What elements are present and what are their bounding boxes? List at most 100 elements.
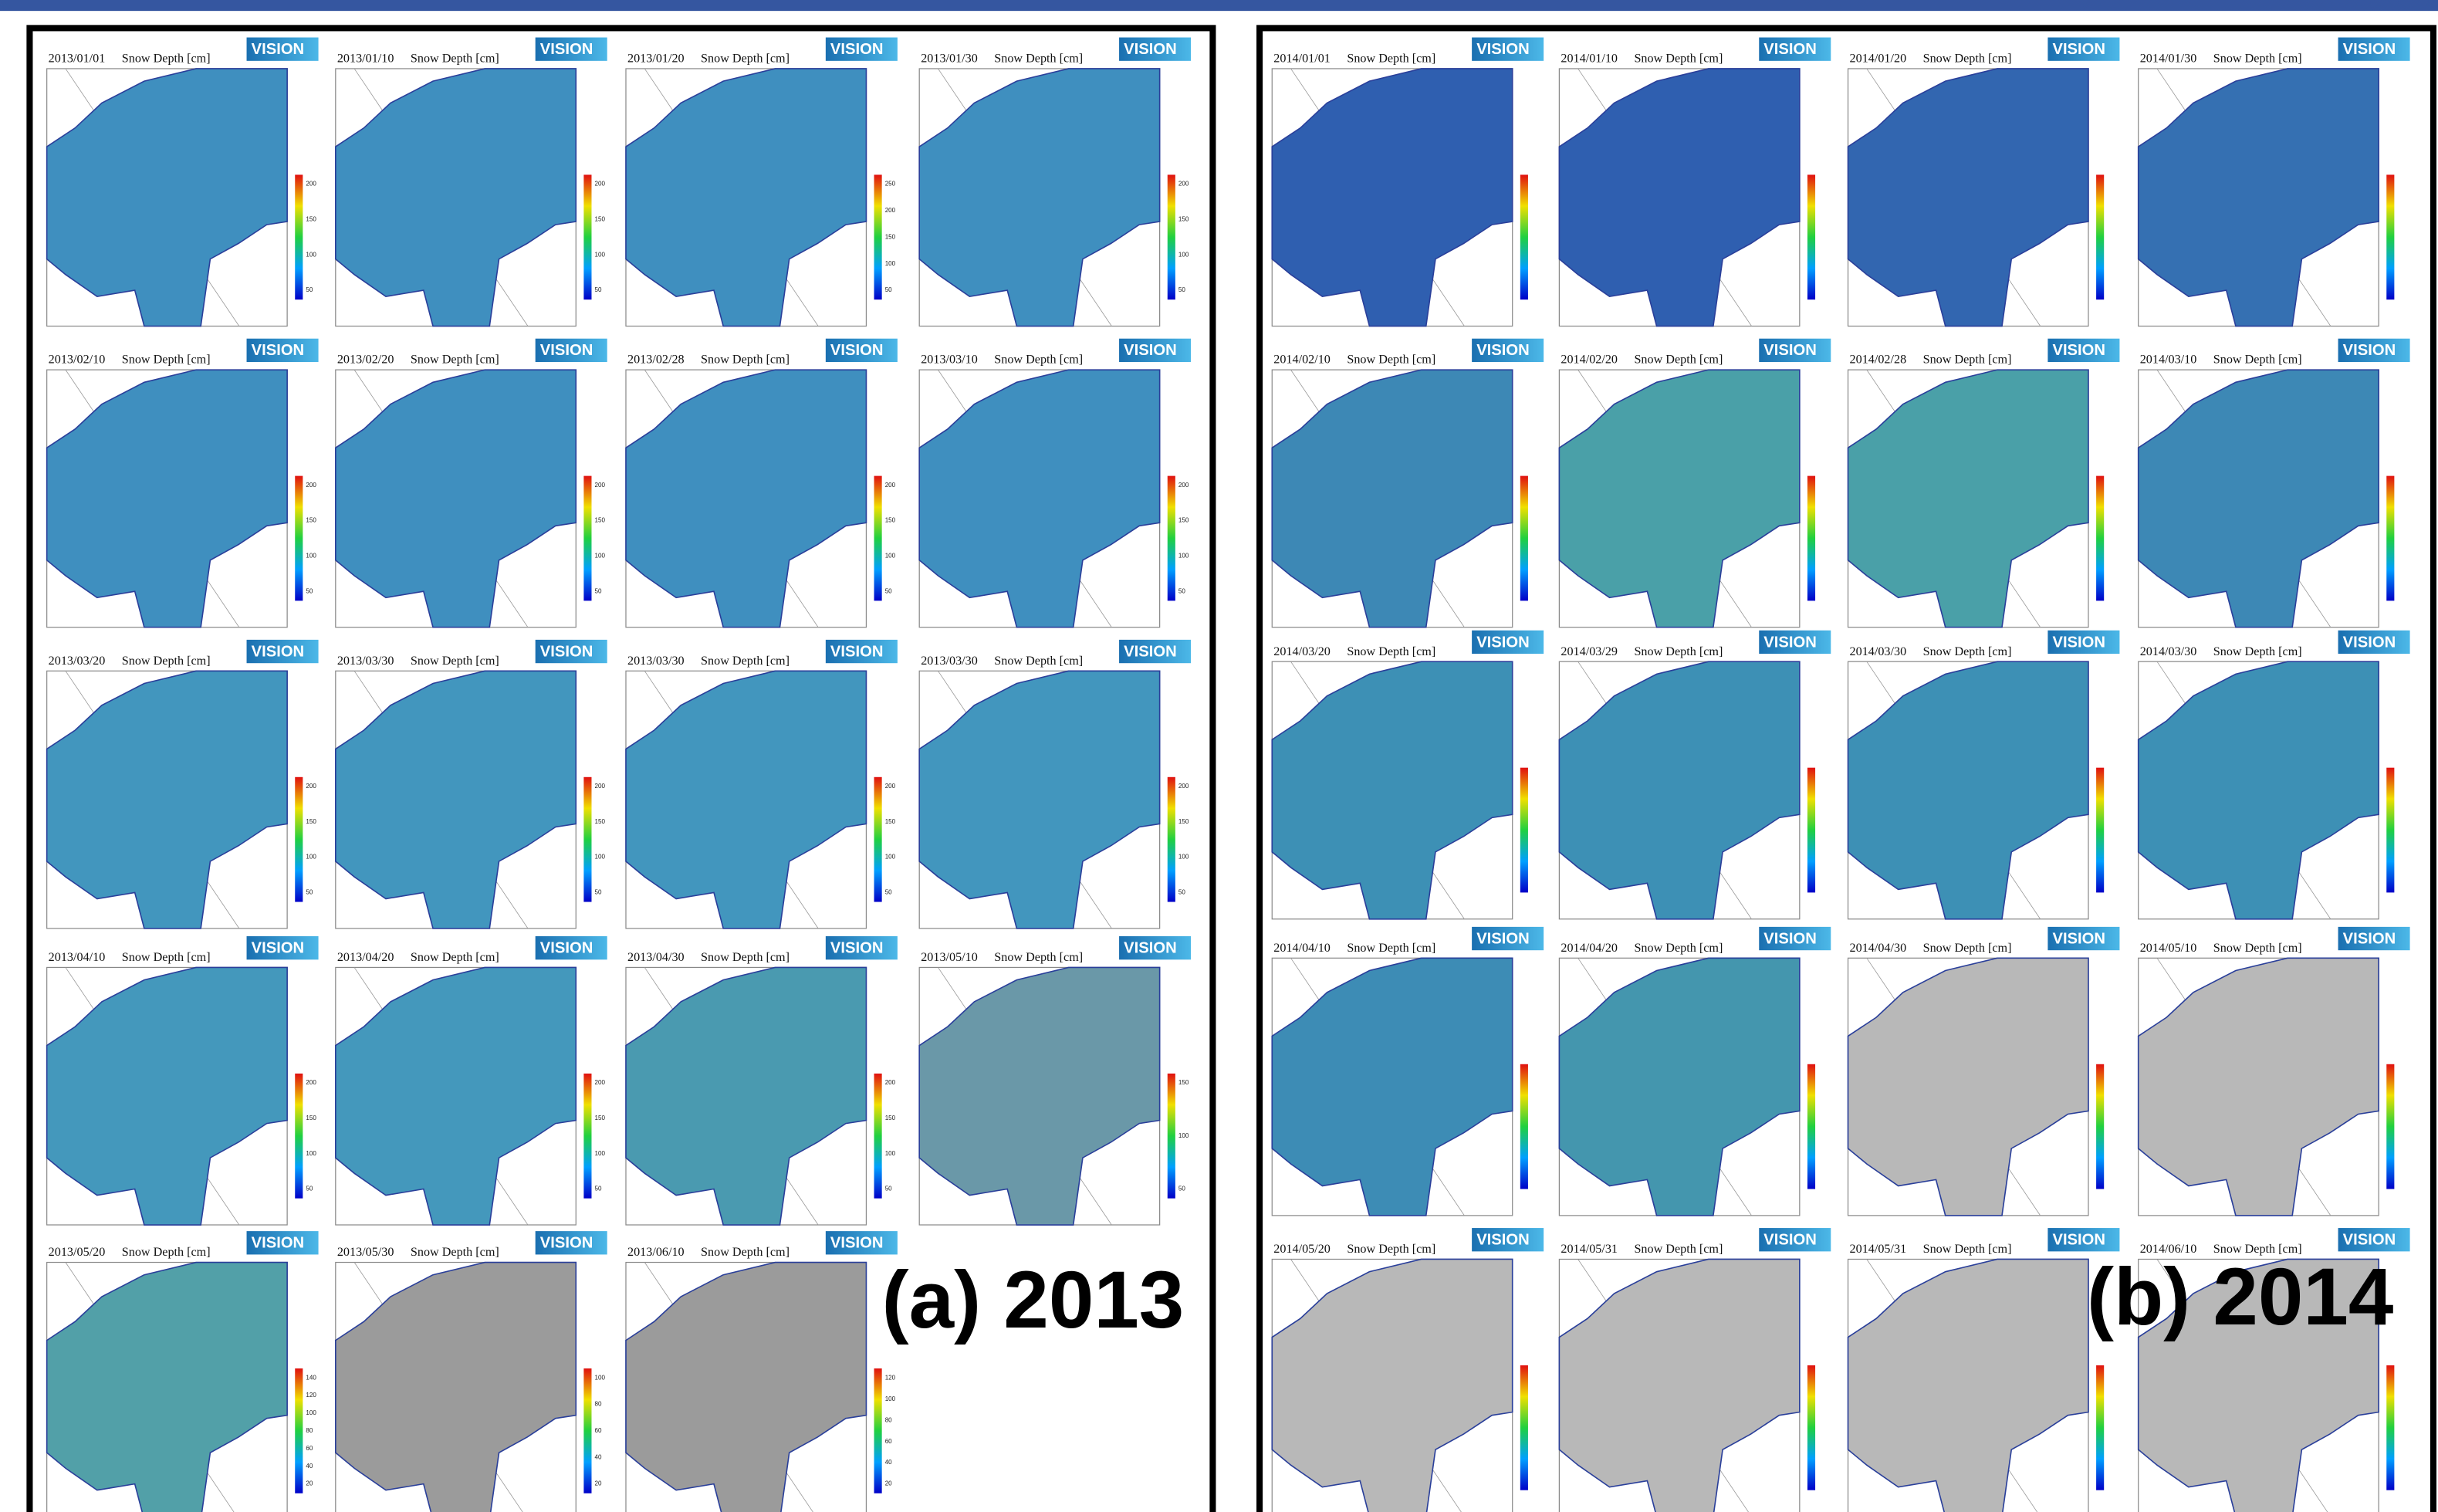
colorbar-tick: 50 [595,587,602,594]
panel-title: Snow Depth [cm] [994,655,1083,668]
logo: VISION [2343,930,2396,947]
panel-title: Snow Depth [cm] [122,951,211,964]
logo: VISION [252,41,305,58]
map-panel: 2014/01/10Snow Depth [cm]VISION [1559,38,1831,326]
panel-date: 2014/05/10 [2140,942,2197,955]
colorbar-tick: 100 [306,251,316,258]
panel-date: 2014/03/10 [2140,353,2197,367]
panel-date: 2013/01/20 [627,52,685,66]
panel-date: 2014/04/30 [1850,942,1907,955]
colorbar [2386,1064,2394,1189]
colorbar-tick: 100 [306,1409,316,1416]
panel-date: 2014/05/31 [1561,1243,1618,1256]
logo: VISION [540,1235,593,1252]
panel-title: Snow Depth [cm] [2213,353,2302,367]
panel-date: 2013/01/30 [921,52,978,66]
panel-title: Snow Depth [cm] [1923,942,2012,955]
colorbar-tick: 60 [595,1427,602,1434]
colorbar [874,174,882,299]
panel-date: 2014/01/30 [2140,52,2197,66]
colorbar-tick: 200 [1178,783,1189,790]
panel-title: Snow Depth [cm] [994,951,1083,964]
colorbar [295,1368,303,1493]
panel-title: Snow Depth [cm] [122,1246,211,1259]
colorbar-tick: 50 [1178,1186,1185,1192]
logo: VISION [2343,342,2396,359]
logo: VISION [540,643,593,660]
colorbar-tick: 150 [595,517,606,524]
logo: VISION [1476,41,1530,58]
panel-title: Snow Depth [cm] [1634,942,1723,955]
logo: VISION [1476,930,1530,947]
logo: VISION [2052,41,2105,58]
logo: VISION [1763,930,1817,947]
colorbar-tick: 20 [885,1480,892,1487]
map-panel: 2014/04/20Snow Depth [cm]VISION [1559,927,1831,1216]
logo: VISION [252,342,305,359]
colorbar-tick: 100 [595,1150,606,1157]
logo: VISION [830,643,884,660]
colorbar [295,777,303,902]
colorbar-tick: 40 [595,1453,602,1460]
colorbar-tick: 200 [885,207,896,214]
colorbar [1168,777,1175,902]
colorbar-tick: 50 [885,286,892,293]
logo: VISION [252,940,305,957]
colorbar-tick: 200 [885,783,896,790]
logo: VISION [1124,940,1177,957]
colorbar [583,174,591,299]
panel-title: Snow Depth [cm] [994,52,1083,66]
colorbar [2096,1064,2104,1189]
logo: VISION [1763,1232,1817,1249]
colorbar [1807,1365,1815,1490]
panel-date: 2013/02/28 [627,353,685,367]
colorbar-tick: 100 [306,854,316,861]
map-panel: 2014/04/30Snow Depth [cm]VISION [1848,927,2120,1216]
panel-title: Snow Depth [cm] [122,52,211,66]
colorbar-tick: 200 [885,1079,896,1086]
panel-date: 2014/03/30 [2140,645,2197,658]
panel-date: 2013/06/10 [627,1246,685,1259]
colorbar-tick: 150 [595,818,606,825]
colorbar-tick: 50 [306,587,313,594]
colorbar-tick: 150 [885,517,896,524]
panel-title: Snow Depth [cm] [1923,645,2012,658]
panel-title: Snow Depth [cm] [1347,52,1435,66]
map-panel: 2013/03/10Snow Depth [cm]VISION200150100… [919,339,1191,627]
panel-title: Snow Depth [cm] [1634,1243,1723,1256]
top-bar [0,0,2438,11]
map-panel: 2014/01/20Snow Depth [cm]VISION [1848,38,2120,326]
colorbar [295,1074,303,1199]
colorbar-tick: 150 [306,1115,316,1121]
colorbar [874,777,882,902]
panel-title: Snow Depth [cm] [1923,353,2012,367]
colorbar-tick: 20 [595,1480,602,1487]
panel-date: 2014/05/31 [1850,1243,1907,1256]
map-panel: 2014/01/30Snow Depth [cm]VISION [2139,38,2410,326]
map-panel: 2014/05/20Snow Depth [cm]VISION [1272,1228,1544,1512]
colorbar [2386,1365,2394,1490]
colorbar-tick: 150 [885,818,896,825]
colorbar [1807,476,1815,601]
logo: VISION [1763,41,1817,58]
colorbar [1807,768,1815,893]
colorbar-tick: 40 [306,1463,313,1470]
logo: VISION [540,342,593,359]
colorbar [583,1368,591,1493]
panel-date: 2013/01/10 [337,52,394,66]
panel-date: 2013/03/10 [921,353,978,367]
panel-date: 2014/02/28 [1850,353,1907,367]
colorbar-tick: 200 [1178,482,1189,489]
colorbar-tick: 50 [885,1186,892,1192]
logo: VISION [2343,1232,2396,1249]
panel-date: 2013/05/30 [337,1246,394,1259]
panel-title: Snow Depth [cm] [701,52,790,66]
panel-date: 2014/03/29 [1561,645,1618,658]
colorbar-tick: 50 [595,286,602,293]
panel-title: Snow Depth [cm] [1634,353,1723,367]
colorbar-tick: 80 [595,1401,602,1408]
panel-title: Snow Depth [cm] [411,52,499,66]
